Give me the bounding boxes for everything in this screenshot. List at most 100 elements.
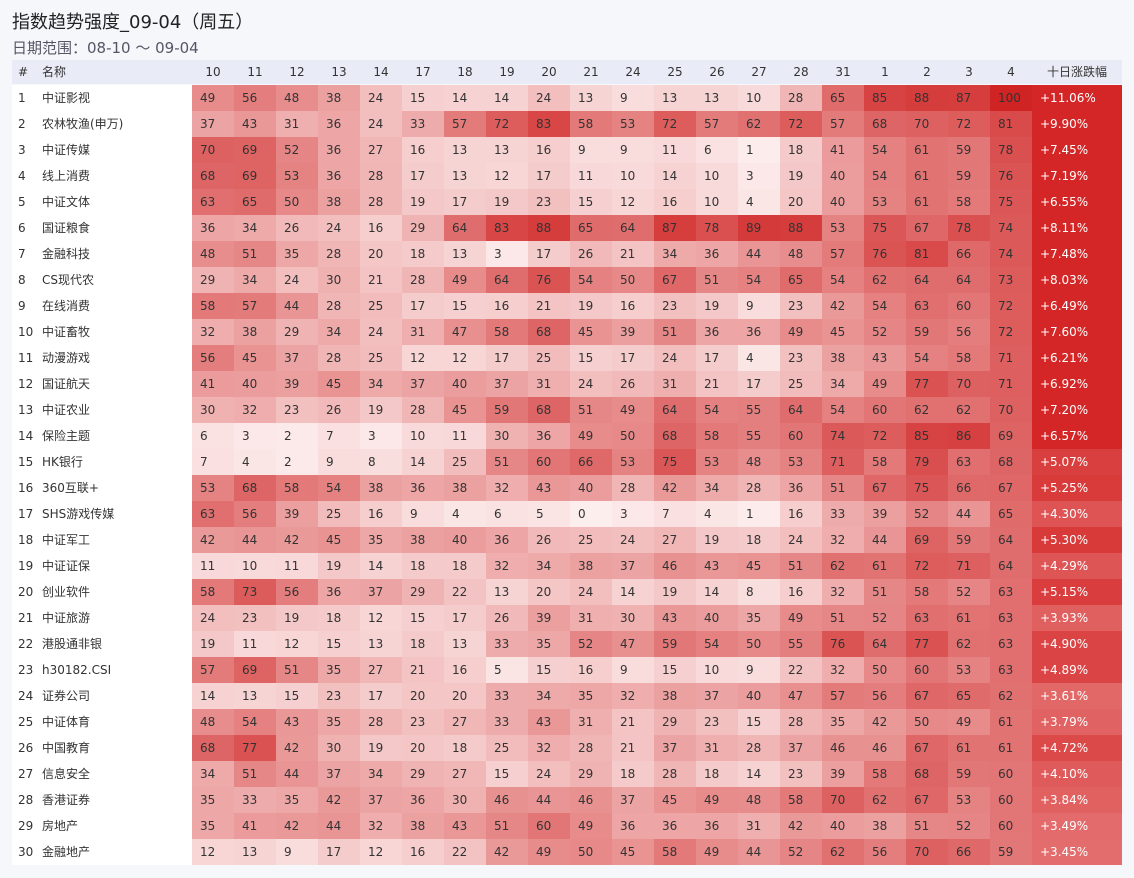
heat-cell: 16 <box>780 501 822 527</box>
heat-cell: 54 <box>906 345 948 371</box>
header-day: 4 <box>1007 65 1015 79</box>
row-bg <box>12 345 192 371</box>
row-name: HK银行 <box>42 455 83 469</box>
row-name: 港股通非银 <box>42 637 103 651</box>
row-rank: 5 <box>18 195 26 209</box>
heat-cell: 51 <box>234 241 276 267</box>
heat-cell: 75 <box>864 215 906 241</box>
heat-cell: 4 <box>738 345 780 371</box>
heat-cell: 85 <box>906 423 948 449</box>
heat-cell: 63 <box>990 579 1032 605</box>
row-name: 证券公司 <box>42 689 91 703</box>
heat-cell: 23 <box>780 293 822 319</box>
heat-cell: 18 <box>402 553 444 579</box>
heat-cell: 70 <box>906 839 948 865</box>
heat-cell: 54 <box>234 709 276 735</box>
heat-cell: 42 <box>318 787 360 813</box>
heat-cell: 78 <box>696 215 738 241</box>
heat-cell: 58 <box>192 293 234 319</box>
change-cell: +6.92% <box>1032 371 1122 397</box>
row-bg <box>12 631 192 657</box>
header-day: 14 <box>373 65 389 79</box>
change-cell: +7.19% <box>1032 163 1122 189</box>
heat-cell: 29 <box>192 267 234 293</box>
heat-cell: 63 <box>906 293 948 319</box>
heat-cell: 46 <box>570 787 612 813</box>
row-rank: 14 <box>18 429 34 443</box>
heat-cell: 28 <box>360 709 402 735</box>
heat-cell: 36 <box>612 813 654 839</box>
heat-cell: 51 <box>486 449 528 475</box>
heat-cell: 88 <box>780 215 822 241</box>
heat-cell: 45 <box>570 319 612 345</box>
heat-cell: 25 <box>570 527 612 553</box>
row-rank: 28 <box>18 793 34 807</box>
heat-cell: 10 <box>696 657 738 683</box>
row-name: 中证体育 <box>42 715 91 729</box>
heat-cell: 38 <box>402 813 444 839</box>
heat-cell: 34 <box>822 371 864 397</box>
heat-cell: 57 <box>234 293 276 319</box>
heat-cell: 9 <box>570 137 612 163</box>
heat-cell: 28 <box>612 475 654 501</box>
heat-cell: 20 <box>402 735 444 761</box>
heat-cell: 44 <box>234 527 276 553</box>
heat-cell: 58 <box>696 423 738 449</box>
heat-cell: 33 <box>234 787 276 813</box>
heat-cell: 54 <box>738 267 780 293</box>
heat-cell: 13 <box>486 137 528 163</box>
heat-cell: 69 <box>234 163 276 189</box>
heat-cell: 47 <box>612 631 654 657</box>
heat-cell: 47 <box>780 683 822 709</box>
row-rank: 22 <box>18 637 34 651</box>
heat-cell: 37 <box>360 787 402 813</box>
heat-cell: 58 <box>570 111 612 137</box>
heat-cell: 72 <box>948 111 990 137</box>
heat-cell: 44 <box>738 839 780 865</box>
heat-cell: 38 <box>822 345 864 371</box>
header-day: 19 <box>499 65 515 79</box>
heat-cell: 48 <box>192 709 234 735</box>
change-cell: +7.45% <box>1032 137 1122 163</box>
heat-cell: 65 <box>990 501 1032 527</box>
heat-cell: 2 <box>276 423 318 449</box>
row-rank: 9 <box>18 299 26 313</box>
heat-cell: 36 <box>528 423 570 449</box>
heat-cell: 100 <box>990 85 1032 111</box>
heat-cell: 56 <box>864 839 906 865</box>
heat-cell: 37 <box>780 735 822 761</box>
heat-cell: 30 <box>444 787 486 813</box>
heat-cell: 33 <box>822 501 864 527</box>
heat-cell: 12 <box>360 839 402 865</box>
heat-cell: 28 <box>402 267 444 293</box>
heat-cell: 40 <box>444 527 486 553</box>
heat-cell: 67 <box>990 475 1032 501</box>
heat-cell: 43 <box>654 605 696 631</box>
heat-cell: 37 <box>276 345 318 371</box>
heat-cell: 64 <box>612 215 654 241</box>
heat-cell: 48 <box>276 85 318 111</box>
heat-cell: 11 <box>234 631 276 657</box>
heat-cell: 49 <box>612 397 654 423</box>
heat-cell: 10 <box>402 423 444 449</box>
heat-cell: 69 <box>234 137 276 163</box>
header-day: 27 <box>751 65 767 79</box>
heat-cell: 13 <box>444 241 486 267</box>
header-bg <box>12 60 1122 84</box>
heat-cell: 61 <box>990 709 1032 735</box>
heat-cell: 36 <box>654 813 696 839</box>
heat-cell: 68 <box>234 475 276 501</box>
heat-cell: 54 <box>864 163 906 189</box>
heat-cell: 61 <box>948 605 990 631</box>
heat-cell: 19 <box>654 579 696 605</box>
heat-cell: 14 <box>444 85 486 111</box>
heat-cell: 36 <box>738 319 780 345</box>
row-bg <box>12 553 192 579</box>
heat-cell: 7 <box>654 501 696 527</box>
heat-cell: 58 <box>192 579 234 605</box>
heat-cell: 35 <box>318 709 360 735</box>
heat-cell: 29 <box>654 709 696 735</box>
heat-cell: 58 <box>486 319 528 345</box>
row-bg <box>12 735 192 761</box>
heat-cell: 54 <box>864 293 906 319</box>
